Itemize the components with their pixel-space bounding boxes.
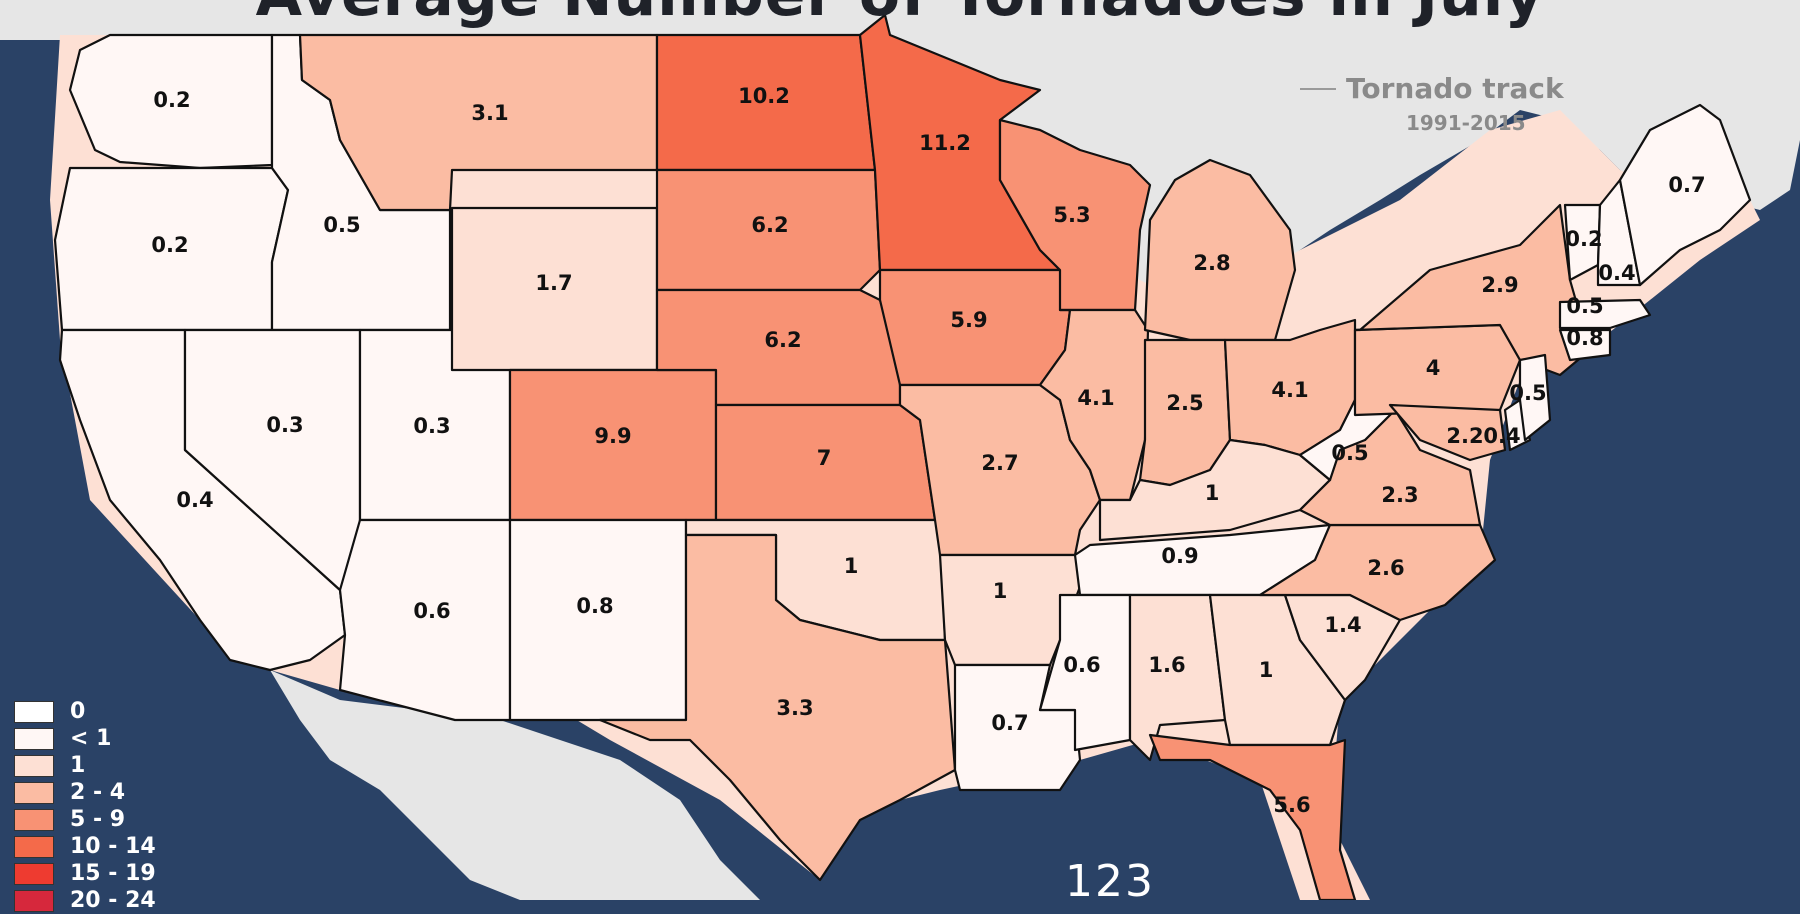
legend-label: 15 - 19 [70,861,156,886]
state-florida [1148,733,1357,900]
legend-swatch [14,835,54,858]
state-value-idaho: 0.5 [323,213,360,237]
state-value-west-virginia: 0.5 [1331,441,1368,465]
legend-label: 0 [70,699,86,724]
legend-item: 15 - 19 [14,860,156,887]
track-line-symbol [1300,87,1336,90]
state-value-wisconsin: 5.3 [1053,203,1090,227]
map-title: Average Number of Tornadoes in July [0,0,1800,30]
state-value-tennessee: 0.9 [1161,544,1198,568]
state-maryland [1388,403,1507,462]
state-value-nebraska: 6.2 [764,328,801,352]
state-value-new-hampshire: 0.4 [1598,261,1635,285]
state-value-vermont: 0.2 [1565,227,1602,251]
mexico-land [270,670,760,900]
state-value-washington: 0.2 [153,88,190,112]
state-value-arkansas: 1 [993,579,1008,603]
state-value-alabama: 1.6 [1148,653,1185,677]
state-value-virginia: 2.3 [1381,483,1418,507]
state-value-kansas: 7 [817,446,832,470]
tornado-track-legend: Tornado track 1991-2015 [1300,72,1564,135]
state-value-new-mexico: 0.8 [576,594,613,618]
legend-swatch [14,889,54,912]
state-value-wyoming: 1.7 [535,271,572,295]
legend-swatch [14,727,54,750]
state-massachusetts [1558,298,1652,330]
state-value-california: 0.4 [176,488,213,512]
state-value-pennsylvania: 4 [1426,356,1441,380]
state-value-north-dakota: 10.2 [738,84,790,108]
state-value-texas: 3.3 [776,696,813,720]
state-value-michigan: 2.8 [1193,251,1230,275]
state-new-mexico [508,518,688,722]
state-value-utah: 0.3 [413,414,450,438]
legend-item: 10 - 14 [14,833,156,860]
state-value-arizona: 0.6 [413,599,450,623]
track-legend-label: Tornado track [1346,72,1564,105]
track-legend-years: 1991-2015 [1405,111,1526,135]
legend-item: 1 [14,752,156,779]
legend-item: 2 - 4 [14,779,156,806]
state-value-georgia: 1 [1259,658,1274,682]
legend-label: 10 - 14 [70,834,156,859]
state-value-missouri: 2.7 [981,451,1018,475]
legend-item: < 1 [14,725,156,752]
state-value-connecticut: 0.8 [1566,326,1603,350]
legend-item: 20 - 24 [14,887,156,914]
state-value-kentucky: 1 [1205,481,1220,505]
state-value-florida: 5.6 [1273,793,1310,817]
state-value-new-jersey: 0.5 [1509,381,1546,405]
state-value-north-carolina: 2.6 [1367,556,1404,580]
state-value-nevada: 0.3 [266,413,303,437]
state-new-jersey [1518,353,1552,442]
legend-label: 5 - 9 [70,807,126,832]
state-value-iowa: 5.9 [950,308,987,332]
state-value-oklahoma: 1 [844,554,859,578]
legend-swatch [14,862,54,885]
state-value-massachusetts: 0.5 [1566,294,1603,318]
legend-label: 20 - 24 [70,888,156,913]
legend-swatch [14,700,54,723]
state-value-south-dakota: 6.2 [751,213,788,237]
canada-land [0,0,1800,310]
legend-label: 1 [70,753,86,778]
total-count: 123 [1065,856,1155,907]
track-legend-row: Tornado track [1300,72,1564,105]
state-value-delaware: 0.4 [1483,424,1520,448]
state-north-carolina [1258,523,1497,622]
legend-swatch [14,781,54,804]
state-value-montana: 3.1 [471,101,508,125]
state-value-illinois: 4.1 [1077,386,1114,410]
legend-swatch [14,754,54,777]
state-value-maine: 0.7 [1668,173,1705,197]
state-maine [1618,103,1752,287]
state-connecticut [1558,328,1612,362]
state-louisiana [953,663,1082,792]
state-value-new-york: 2.9 [1481,273,1518,297]
legend-item: 5 - 9 [14,806,156,833]
state-value-colorado: 9.9 [594,424,631,448]
legend-label: < 1 [70,726,112,751]
legend-swatch [14,808,54,831]
state-value-minnesota: 11.2 [919,131,971,155]
state-value-mississippi: 0.6 [1063,653,1100,677]
state-new-hampshire [1596,178,1642,287]
state-value-louisiana: 0.7 [991,711,1028,735]
state-value-ohio: 4.1 [1271,378,1308,402]
legend-item: 0 [14,698,156,725]
state-texas [598,533,957,882]
state-value-oregon: 0.2 [151,233,188,257]
state-wisconsin [998,118,1152,312]
state-value-indiana: 2.5 [1166,391,1203,415]
state-value-south-carolina: 1.4 [1324,613,1361,637]
state-value-maryland: 2.2 [1446,424,1483,448]
legend-label: 2 - 4 [70,780,126,805]
